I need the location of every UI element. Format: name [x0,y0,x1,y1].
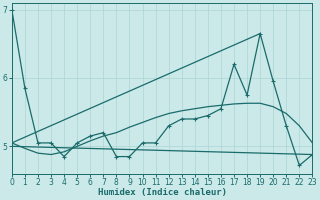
X-axis label: Humidex (Indice chaleur): Humidex (Indice chaleur) [98,188,227,197]
